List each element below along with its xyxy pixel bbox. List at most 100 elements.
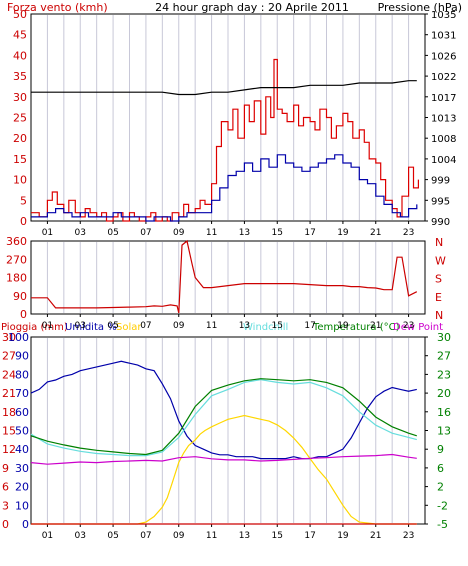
wind-y-tick-label: 5 <box>20 194 27 207</box>
x-tick-label: 17 <box>304 321 315 331</box>
wind-y-tick-label: 50 <box>13 8 27 21</box>
direction-compass-label: W <box>435 254 446 267</box>
humidity-y-tick-label: 40 <box>15 443 29 456</box>
temperature-y-tick-label: 2 <box>437 481 444 494</box>
humidity-y-tick-label: 60 <box>15 406 29 419</box>
rain-y-tick-label: 18 <box>2 406 16 419</box>
series-avg-line <box>31 154 418 222</box>
x-tick-label: 03 <box>75 321 86 331</box>
wind-y-tick-label: 0 <box>20 215 27 228</box>
x-tick-label: 13 <box>239 321 250 331</box>
temperature-y-tick-label: 16 <box>437 406 451 419</box>
series-dir-line <box>31 239 418 314</box>
direction-compass-label: N <box>435 236 443 249</box>
x-tick-label: 03 <box>75 531 86 541</box>
wind-y-tick-label: 45 <box>13 29 27 42</box>
direction-compass-label: N <box>435 309 443 322</box>
x-tick-label: 13 <box>239 531 250 541</box>
series-pressure-line <box>31 80 417 96</box>
x-tick-label: 09 <box>173 228 185 238</box>
humidity-y-tick-label: 0 <box>22 518 29 531</box>
pressure-y-tick-label: 1031 <box>431 31 456 42</box>
x-tick-label: 19 <box>337 321 349 331</box>
x-tick-label: 17 <box>304 531 315 541</box>
direction-compass-label: E <box>435 291 442 304</box>
pressure-y-tick-label: 1013 <box>431 114 456 125</box>
direction-y-tick-label: 0 <box>20 308 27 321</box>
x-tick-label: 05 <box>107 531 118 541</box>
direction-y-tick-label: 360 <box>6 235 27 248</box>
wind-y-tick-label: 20 <box>13 132 27 145</box>
pressure-y-tick-label: 1004 <box>431 155 456 166</box>
series-windchill-line <box>30 379 417 457</box>
tick-label-layer: 01 03 05 07 09 11 13 15 17 19 21 230510152025303540… <box>2 8 456 541</box>
x-tick-label: 23 <box>403 228 414 238</box>
wind-y-tick-label: 35 <box>13 70 27 83</box>
x-tick-label: 11 <box>206 228 217 238</box>
temperature-y-tick-label: -5 <box>437 518 448 531</box>
x-tick-label: 13 <box>239 228 250 238</box>
pressure-y-tick-label: 1026 <box>431 51 456 62</box>
solar-legend: Solar <box>116 322 142 333</box>
x-tick-label: 21 <box>370 228 381 238</box>
x-tick-label: 03 <box>75 228 86 238</box>
x-tick-label: 15 <box>272 228 283 238</box>
dewpoint-legend: Dew Point <box>393 322 443 333</box>
windchill-legend: Windchill <box>243 322 288 333</box>
humidity-y-tick-label: 70 <box>15 387 29 400</box>
x-tick-label: 09 <box>173 321 185 331</box>
grid-layer <box>46 13 428 527</box>
rain-y-tick-label: 0 <box>2 518 9 531</box>
rain-y-tick-label: 6 <box>2 481 9 494</box>
series-gust-line <box>31 58 419 222</box>
x-tick-label: 15 <box>272 321 283 331</box>
x-tick-label: 05 <box>107 321 118 331</box>
humidity-y-tick-label: 30 <box>15 462 29 475</box>
rain-y-tick-label: 27 <box>2 350 16 363</box>
temperature-y-tick-label: 20 <box>437 387 451 400</box>
series-solar-line <box>31 414 417 525</box>
x-tick-label: 19 <box>337 531 349 541</box>
x-tick-label: 05 <box>107 228 118 238</box>
pressure-y-tick-label: 1022 <box>431 72 456 83</box>
x-tick-label: 01 <box>42 321 53 331</box>
rain-y-tick-label: 24 <box>2 368 16 381</box>
pressure-y-tick-label: 1035 <box>431 10 456 21</box>
x-tick-label: 19 <box>337 228 349 238</box>
series-temperature-line <box>30 378 417 456</box>
x-tick-label: 23 <box>403 321 414 331</box>
rain-y-tick-label: 9 <box>2 462 9 475</box>
x-tick-label: 21 <box>370 531 381 541</box>
x-tick-label: 11 <box>206 531 217 541</box>
direction-y-tick-label: 180 <box>6 272 27 285</box>
wind-y-tick-label: 40 <box>13 49 27 62</box>
pressure-y-tick-label: 990 <box>431 217 450 228</box>
temperature-y-tick-label: 27 <box>437 350 451 363</box>
series-layer <box>30 58 419 525</box>
wind-y-tick-label: 25 <box>13 112 27 125</box>
direction-y-tick-label: 90 <box>13 290 27 303</box>
rain-y-tick-label: 21 <box>2 387 16 400</box>
x-tick-label: 07 <box>140 531 151 541</box>
x-tick-label: 01 <box>42 531 53 541</box>
humidity-y-tick-label: 20 <box>15 481 29 494</box>
rain-y-tick-label: 12 <box>2 443 16 456</box>
humidity-axis-title: Umidita % <box>65 322 117 333</box>
temperature-axis-title: Temperatura (°C) <box>312 322 400 333</box>
temperature-y-tick-label: 30 <box>437 331 451 344</box>
series-dewpoint-line <box>30 453 417 465</box>
x-tick-label: 07 <box>140 228 151 238</box>
x-tick-label: 11 <box>206 321 217 331</box>
direction-compass-label: S <box>435 273 442 286</box>
direction-y-tick-label: 270 <box>6 253 27 266</box>
humidity-y-tick-label: 10 <box>15 499 29 512</box>
rain-axis-title: Pioggia (mm) <box>1 322 68 333</box>
x-tick-label: 15 <box>272 531 283 541</box>
pressure-y-tick-label: 995 <box>431 196 450 207</box>
rain-y-tick-label: 30 <box>2 331 16 344</box>
x-tick-label: 23 <box>403 531 414 541</box>
humidity-y-tick-label: 90 <box>15 350 29 363</box>
x-tick-label: 07 <box>140 321 151 331</box>
pressure-y-tick-label: 1017 <box>431 93 456 104</box>
